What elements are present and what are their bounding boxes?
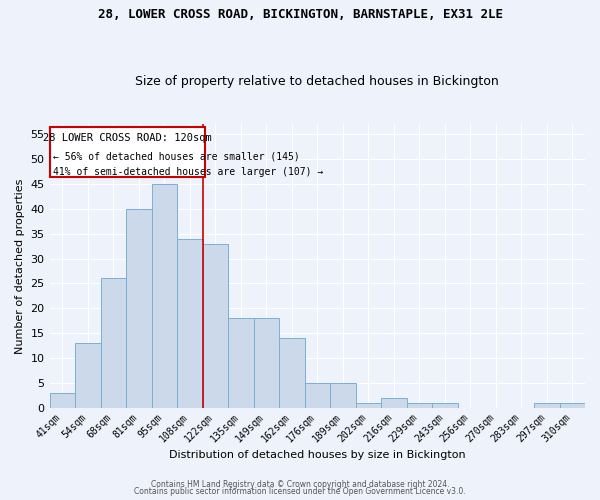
Bar	[356, 402, 381, 407]
Bar	[279, 338, 305, 407]
Bar	[101, 278, 126, 407]
Bar	[75, 343, 101, 407]
Bar	[432, 402, 458, 407]
Bar	[254, 318, 279, 408]
Bar	[152, 184, 177, 408]
Bar	[177, 238, 203, 408]
Bar	[560, 402, 585, 407]
Text: 28, LOWER CROSS ROAD, BICKINGTON, BARNSTAPLE, EX31 2LE: 28, LOWER CROSS ROAD, BICKINGTON, BARNST…	[97, 8, 503, 20]
Bar	[407, 402, 432, 407]
Bar	[203, 244, 228, 408]
Bar	[305, 382, 330, 407]
Y-axis label: Number of detached properties: Number of detached properties	[15, 178, 25, 354]
Text: ← 56% of detached houses are smaller (145): ← 56% of detached houses are smaller (14…	[53, 152, 300, 162]
Bar	[50, 392, 75, 407]
Bar	[330, 382, 356, 407]
FancyBboxPatch shape	[50, 127, 205, 176]
Bar	[381, 398, 407, 407]
Title: Size of property relative to detached houses in Bickington: Size of property relative to detached ho…	[136, 76, 499, 88]
Text: Contains public sector information licensed under the Open Government Licence v3: Contains public sector information licen…	[134, 487, 466, 496]
Text: Contains HM Land Registry data © Crown copyright and database right 2024.: Contains HM Land Registry data © Crown c…	[151, 480, 449, 489]
Bar	[126, 209, 152, 408]
Text: 41% of semi-detached houses are larger (107) →: 41% of semi-detached houses are larger (…	[53, 166, 323, 176]
Text: 28 LOWER CROSS ROAD: 120sqm: 28 LOWER CROSS ROAD: 120sqm	[43, 133, 211, 143]
X-axis label: Distribution of detached houses by size in Bickington: Distribution of detached houses by size …	[169, 450, 466, 460]
Bar	[228, 318, 254, 408]
Bar	[534, 402, 560, 407]
